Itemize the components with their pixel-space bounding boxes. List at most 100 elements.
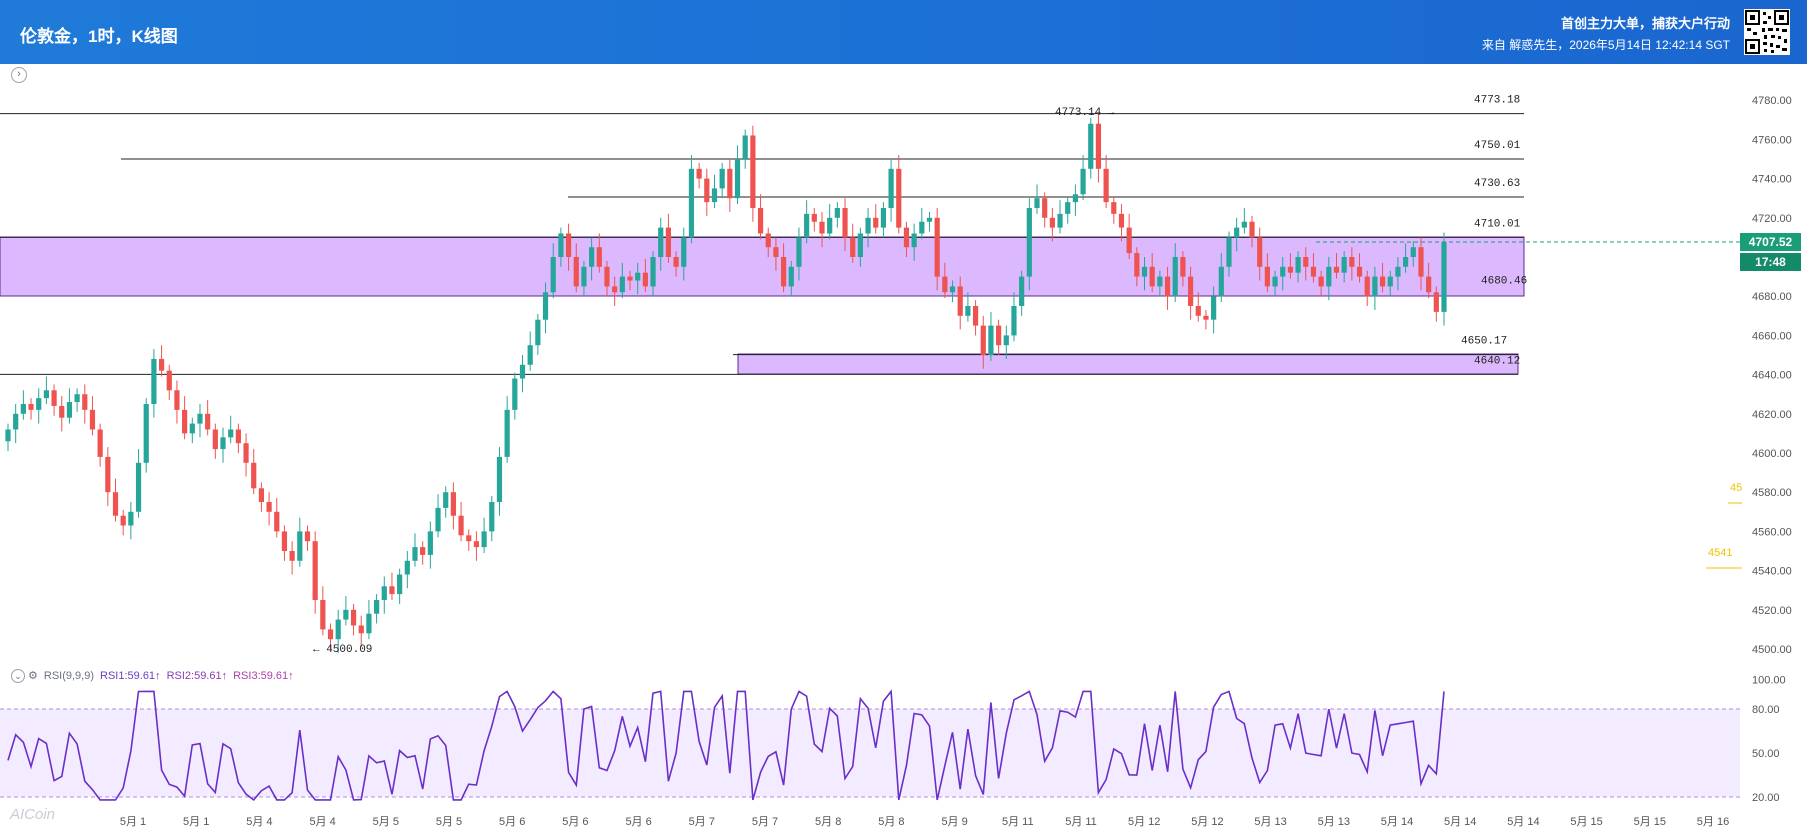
candle-body — [1187, 276, 1194, 306]
candle-body — [612, 286, 618, 293]
candle-body — [5, 429, 11, 442]
candle-body — [1264, 266, 1270, 287]
x-tick-label: 5月 14 — [1444, 816, 1476, 828]
collapse-toggle-icon[interactable]: › — [11, 67, 27, 83]
candle-body — [20, 404, 26, 414]
x-tick-label: 5月 15 — [1570, 816, 1602, 828]
candle-body — [251, 462, 257, 489]
rsi-axis: 100.00 80.00 50.00 20.00 — [1752, 675, 1786, 804]
candle-body — [619, 276, 625, 293]
candle-body — [942, 276, 948, 293]
candle-body — [281, 531, 288, 551]
candle-body — [397, 574, 403, 595]
candle-body — [949, 286, 956, 293]
candle-body — [327, 629, 334, 640]
candle-body — [704, 178, 710, 203]
time-axis[interactable]: 5月 1 5月 1 5月 4 5月 4 5月 5 5月 5 5月 6 5月 6 5月 6 5月 7… — [120, 816, 1729, 828]
candle-body — [903, 227, 910, 248]
candle-body — [1211, 296, 1217, 320]
candle-body — [105, 456, 111, 493]
candle-body — [1318, 276, 1324, 287]
rsi-settings-icon[interactable]: ⚙ — [28, 670, 38, 682]
candle-body — [189, 423, 195, 434]
candle-body — [1195, 306, 1201, 316]
candle-body — [573, 257, 579, 287]
candle-body — [28, 404, 34, 410]
y-tick-label: 4600.00 — [1752, 448, 1792, 460]
candle-body — [174, 390, 180, 410]
x-tick-label: 5月 16 — [1697, 816, 1729, 828]
source-timestamp: 来自 解惑先生，2026年5月14日 12:42:14 SGT — [1481, 38, 1730, 52]
candle-body — [1403, 257, 1409, 267]
bar-countdown-tag: 17:48 — [1740, 253, 1801, 271]
x-tick-label: 5月 15 — [1634, 816, 1666, 828]
rsi-panel[interactable]: 100.00 80.00 50.00 20.00 — [0, 675, 1786, 804]
candle-body — [1333, 266, 1340, 273]
candle-body — [266, 502, 272, 512]
candle-body — [66, 402, 73, 418]
candle-body — [665, 227, 672, 257]
y-tick-label: 4520.00 — [1752, 605, 1792, 617]
rsi-tick-label: 100.00 — [1752, 675, 1786, 687]
rsi-name: RSI(9,9,9) — [43, 670, 95, 682]
x-tick-label: 5月 8 — [815, 816, 841, 828]
x-tick-label: 5月 4 — [246, 816, 272, 828]
support-zone-lower — [737, 353, 1519, 375]
candle-body — [658, 227, 664, 257]
candle-body — [1418, 247, 1424, 277]
candle-body — [542, 292, 549, 320]
rsi3-value: RSI3:59.61↑ — [233, 670, 294, 682]
promo-text[interactable]: 首创主力大单，捕获大户行动 — [1560, 16, 1730, 31]
candle-body — [558, 233, 564, 257]
candle-body — [420, 547, 426, 555]
candle-body — [965, 306, 971, 316]
candle-body — [1433, 292, 1439, 312]
candle-body — [1057, 213, 1063, 228]
candle-body — [212, 429, 218, 450]
candle-body — [235, 429, 241, 444]
candlestick-chart[interactable]: 4773.18 4750.01 4730.63 4710.01 4650.17 4640.… — [0, 64, 1807, 835]
candle-body — [489, 502, 495, 532]
candle-body — [36, 398, 42, 410]
candle-body — [1280, 266, 1286, 277]
candle-body — [857, 233, 863, 257]
candle-body — [688, 168, 695, 238]
candle-body — [158, 358, 165, 371]
candle-body — [896, 168, 902, 228]
level-label: 4773.18 — [1474, 95, 1520, 107]
candle-body — [258, 488, 265, 502]
candle-body — [1157, 276, 1163, 287]
level-label: 4750.01 — [1474, 140, 1521, 152]
candle-body — [135, 462, 142, 512]
candle-body — [373, 600, 380, 614]
collapse-rsi-icon[interactable]: ⌄ — [11, 669, 25, 683]
y-tick-label: 4780.00 — [1752, 95, 1792, 107]
x-tick-label: 5月 6 — [499, 816, 525, 828]
candle-body — [727, 168, 733, 199]
candle-body — [711, 188, 718, 203]
x-tick-label: 5月 6 — [562, 816, 588, 828]
candle-body — [734, 159, 741, 199]
candle-body — [228, 429, 234, 438]
rsi-tick-label: 80.00 — [1752, 704, 1780, 716]
candle-body — [13, 413, 19, 430]
candle-body — [197, 413, 203, 424]
candle-body — [604, 266, 610, 287]
candle-body — [1164, 276, 1171, 297]
candle-body — [243, 443, 249, 463]
candle-body — [320, 600, 326, 630]
candle-body — [1026, 208, 1032, 277]
candle-body — [443, 492, 449, 508]
candle-body — [1103, 168, 1109, 203]
candle-body — [496, 456, 503, 502]
candle-body — [274, 511, 280, 532]
side-marker-top: 45 — [1730, 482, 1742, 494]
x-tick-label: 5月 14 — [1507, 816, 1539, 828]
candle-body — [1134, 253, 1140, 277]
rsi-tick-label: 20.00 — [1752, 792, 1780, 804]
candle-body — [82, 394, 88, 410]
candle-body — [297, 531, 303, 561]
candle-body — [1249, 221, 1255, 238]
price-axis[interactable]: 4500.00 4520.00 4540.00 4560.00 4580.00 4600.… — [1752, 95, 1792, 656]
y-tick-label: 4640.00 — [1752, 370, 1792, 382]
